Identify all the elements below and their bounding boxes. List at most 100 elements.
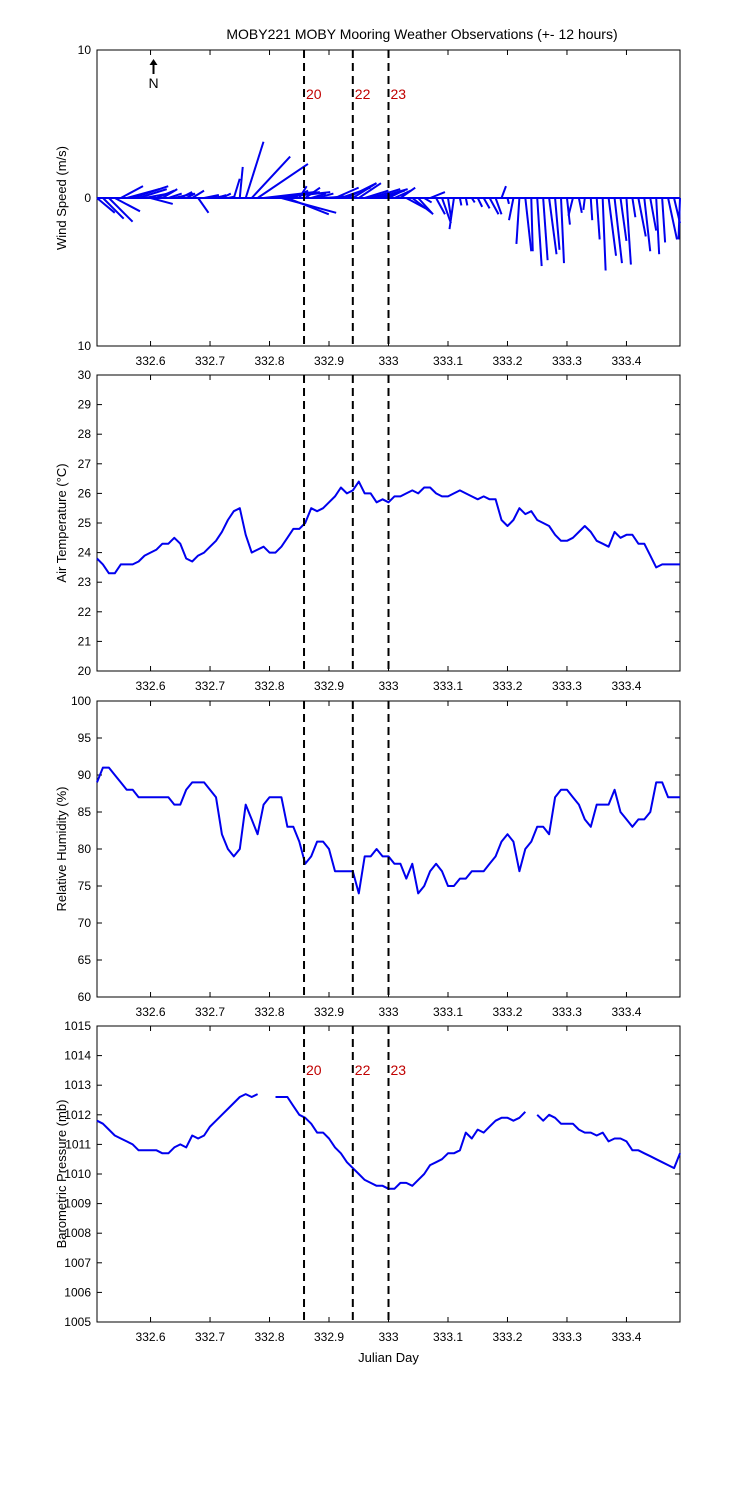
y-tick-label: 65	[78, 953, 92, 967]
wind-vector-stick	[482, 197, 491, 209]
wind-vector-stick	[441, 197, 452, 224]
x-tick-label: 332.9	[314, 679, 344, 693]
y-tick-label: 1008	[64, 1226, 91, 1240]
y-tick-label: 1009	[64, 1197, 91, 1211]
wind-vector-stick	[399, 186, 416, 199]
y-tick-label: 100	[71, 694, 91, 708]
wind-vector-stick	[448, 197, 455, 230]
x-tick-label: 333	[378, 1330, 398, 1344]
figure-title: MOBY221 MOBY Mooring Weather Observation…	[226, 26, 617, 42]
wind-vector-stick	[655, 197, 661, 255]
wind-vector-stick	[500, 185, 507, 199]
y-tick-label: 21	[78, 634, 92, 648]
wind-vector-stick	[108, 197, 134, 223]
wind-vector-stick	[595, 197, 601, 240]
humidity-panel: 332.6 332.7 332.8 332.9 333 333.1 333.2 333.3 33…	[54, 694, 681, 1019]
x-tick-label: 332.9	[314, 1005, 344, 1019]
wind-vector-stick	[601, 197, 607, 271]
x-tick-label: 332.8	[255, 1005, 285, 1019]
y-tick-label: 20	[78, 664, 92, 678]
wind-vector-stick	[515, 197, 521, 244]
wind-vector-stick	[244, 141, 265, 199]
y-tick-label: 25	[78, 516, 92, 530]
wind-vector-stick	[435, 197, 446, 215]
wind-vector-stick	[132, 185, 169, 199]
y-tick-label: 28	[78, 427, 92, 441]
x-tick-label: 333.1	[433, 354, 463, 368]
y-tick-label: 26	[78, 486, 92, 500]
pressure-series-line	[96, 1093, 681, 1190]
y-tick-label: 10	[78, 339, 92, 353]
wind-vector-stick	[150, 197, 173, 205]
y-tick-label: 23	[78, 575, 92, 589]
wind-vector-stick	[447, 197, 452, 218]
y-tick-label: 1011	[65, 1137, 91, 1151]
event-marker-label: 20	[306, 1062, 322, 1078]
x-tick-label: 333.2	[492, 354, 522, 368]
x-tick-label: 332.8	[255, 354, 285, 368]
wind-vector-stick	[649, 197, 658, 231]
wind-vector-stick	[565, 197, 571, 225]
wind-vector-stick	[197, 197, 210, 214]
y-tick-label: 1005	[64, 1315, 91, 1329]
y-tick-label: 1007	[64, 1256, 91, 1270]
x-tick-label: 332.6	[136, 1005, 166, 1019]
x-tick-label: 333	[378, 1005, 398, 1019]
wind-vector-stick	[458, 197, 463, 206]
north-arrow-head-icon	[149, 59, 158, 65]
wind-vector-stick	[470, 197, 476, 203]
x-tick-label: 333.4	[611, 679, 641, 693]
wind-vector-stick	[494, 197, 503, 215]
y-tick-label: 85	[78, 805, 92, 819]
wind-vector-stick	[287, 197, 330, 216]
x-tick-label: 333.2	[492, 679, 522, 693]
y-axis-label: Wind Speed (m/s)	[54, 146, 69, 250]
wind-vector-stick	[554, 197, 561, 250]
wind-vector-stick	[625, 197, 632, 265]
x-tick-label: 333.2	[492, 1330, 522, 1344]
y-tick-label: 29	[78, 398, 92, 412]
wind-vector-stick	[191, 189, 205, 199]
x-tick-label: 333.3	[552, 679, 582, 693]
wind-vector-stick	[417, 197, 434, 215]
wind-vector-stick	[488, 197, 500, 215]
x-tick-label: 332.7	[195, 354, 225, 368]
wind-vector-stick	[548, 197, 558, 255]
wind-vector-stick	[298, 185, 308, 199]
x-tick-label: 333.1	[433, 1330, 463, 1344]
y-tick-label: 95	[78, 731, 92, 745]
y-axis-label: Barometric Pressure (mb)	[54, 1100, 69, 1249]
wind-vector-stick	[120, 185, 144, 199]
event-marker-label: 22	[355, 1062, 371, 1078]
wind-vector-stick	[388, 189, 404, 199]
wind-vector-stick	[114, 197, 141, 213]
event-marker-label: 23	[391, 86, 407, 102]
wind-vector-stick	[677, 197, 681, 240]
wind-vector-stick	[619, 197, 628, 242]
wind-vector-stick	[352, 182, 378, 199]
event-marker-label: 22	[355, 86, 371, 102]
y-tick-label: 24	[78, 546, 92, 560]
wind-vector-stick	[577, 197, 583, 213]
x-tick-label: 333.4	[611, 1005, 641, 1019]
x-tick-label: 333.3	[552, 354, 582, 368]
x-tick-label: 333.2	[492, 1005, 522, 1019]
x-tick-label: 333.1	[433, 679, 463, 693]
y-tick-label: 1014	[64, 1049, 91, 1063]
wind-vector-stick	[464, 197, 469, 206]
y-tick-label: 1010	[64, 1167, 91, 1181]
x-tick-label: 333.1	[433, 1005, 463, 1019]
x-tick-label: 332.6	[136, 679, 166, 693]
x-tick-label: 333.4	[611, 1330, 641, 1344]
wind-panel: 332.6 332.7 332.8 332.9 333 333.1 333.2 333.3 33…	[54, 43, 681, 368]
y-tick-label: 1013	[64, 1078, 91, 1092]
y-axis-label: Relative Humidity (%)	[54, 787, 69, 912]
y-axis-label: Air Temperature (°C)	[54, 463, 69, 582]
wind-vector-stick	[661, 197, 667, 243]
wind-vector-stick	[310, 192, 327, 199]
event-marker-label: 20	[306, 86, 322, 102]
wind-vector-stick	[506, 197, 510, 205]
wind-vector-stick	[334, 186, 360, 199]
x-tick-label: 332.6	[136, 1330, 166, 1344]
